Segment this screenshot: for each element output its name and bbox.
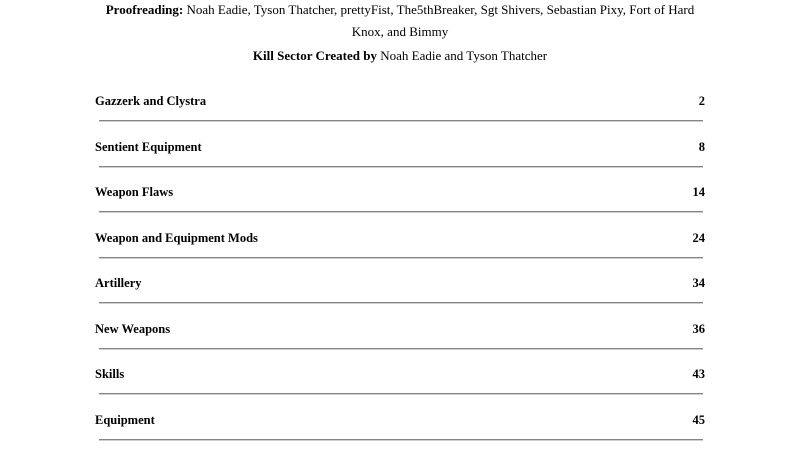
toc-entry-title: Sentient Equipment [95, 140, 202, 154]
proofreading-label: Proofreading: [106, 2, 184, 17]
toc-entry-page: 2 [699, 94, 705, 108]
toc-row: Equipment 45 [95, 407, 705, 452]
toc-divider [99, 439, 703, 441]
toc-entry-title: Weapon Flaws [95, 185, 173, 199]
credits-line-1: Proofreading: Noah Eadie, Tyson Thatcher… [0, 0, 800, 21]
toc-entry-page: 34 [693, 276, 706, 290]
toc-entry-page: 43 [693, 367, 706, 381]
toc-row: Artillery 34 [95, 270, 705, 316]
toc-entry-page: 45 [693, 413, 706, 427]
toc-divider [99, 166, 703, 168]
toc-divider [99, 302, 703, 304]
toc-entry-title: Artillery [95, 276, 142, 290]
proofreading-names: Noah Eadie, Tyson Thatcher, prettyFist, … [183, 2, 694, 17]
proofreading-credits: Proofreading: Noah Eadie, Tyson Thatcher… [0, 0, 800, 43]
toc-row: Gazzerk and Clystra 2 [95, 88, 705, 134]
table-of-contents: Gazzerk and Clystra 2 Sentient Equipment… [95, 88, 705, 452]
toc-divider [99, 393, 703, 395]
toc-row: Weapon Flaws 14 [95, 179, 705, 225]
toc-row: Weapon and Equipment Mods 24 [95, 225, 705, 271]
toc-entry-title: Equipment [95, 413, 155, 427]
toc-entry-page: 36 [693, 322, 706, 336]
toc-entry-page: 14 [693, 185, 706, 199]
toc-entry-title: New Weapons [95, 322, 170, 336]
toc-row: Skills 43 [95, 361, 705, 407]
created-by-names: Noah Eadie and Tyson Thatcher [377, 48, 547, 63]
toc-divider [99, 211, 703, 213]
toc-entry-title: Gazzerk and Clystra [95, 94, 206, 108]
created-by-label: Kill Sector Created by [253, 48, 377, 63]
toc-entry-page: 8 [699, 140, 705, 154]
toc-divider [99, 257, 703, 259]
toc-row: New Weapons 36 [95, 316, 705, 362]
toc-divider [99, 120, 703, 122]
toc-entry-title: Weapon and Equipment Mods [95, 231, 258, 245]
toc-entry-page: 24 [693, 231, 706, 245]
toc-row: Sentient Equipment 8 [95, 134, 705, 180]
toc-entry-title: Skills [95, 367, 124, 381]
toc-divider [99, 348, 703, 350]
created-by-line: Kill Sector Created by Noah Eadie and Ty… [0, 48, 800, 64]
credits-line-2: Knox, and Bimmy [0, 21, 800, 43]
